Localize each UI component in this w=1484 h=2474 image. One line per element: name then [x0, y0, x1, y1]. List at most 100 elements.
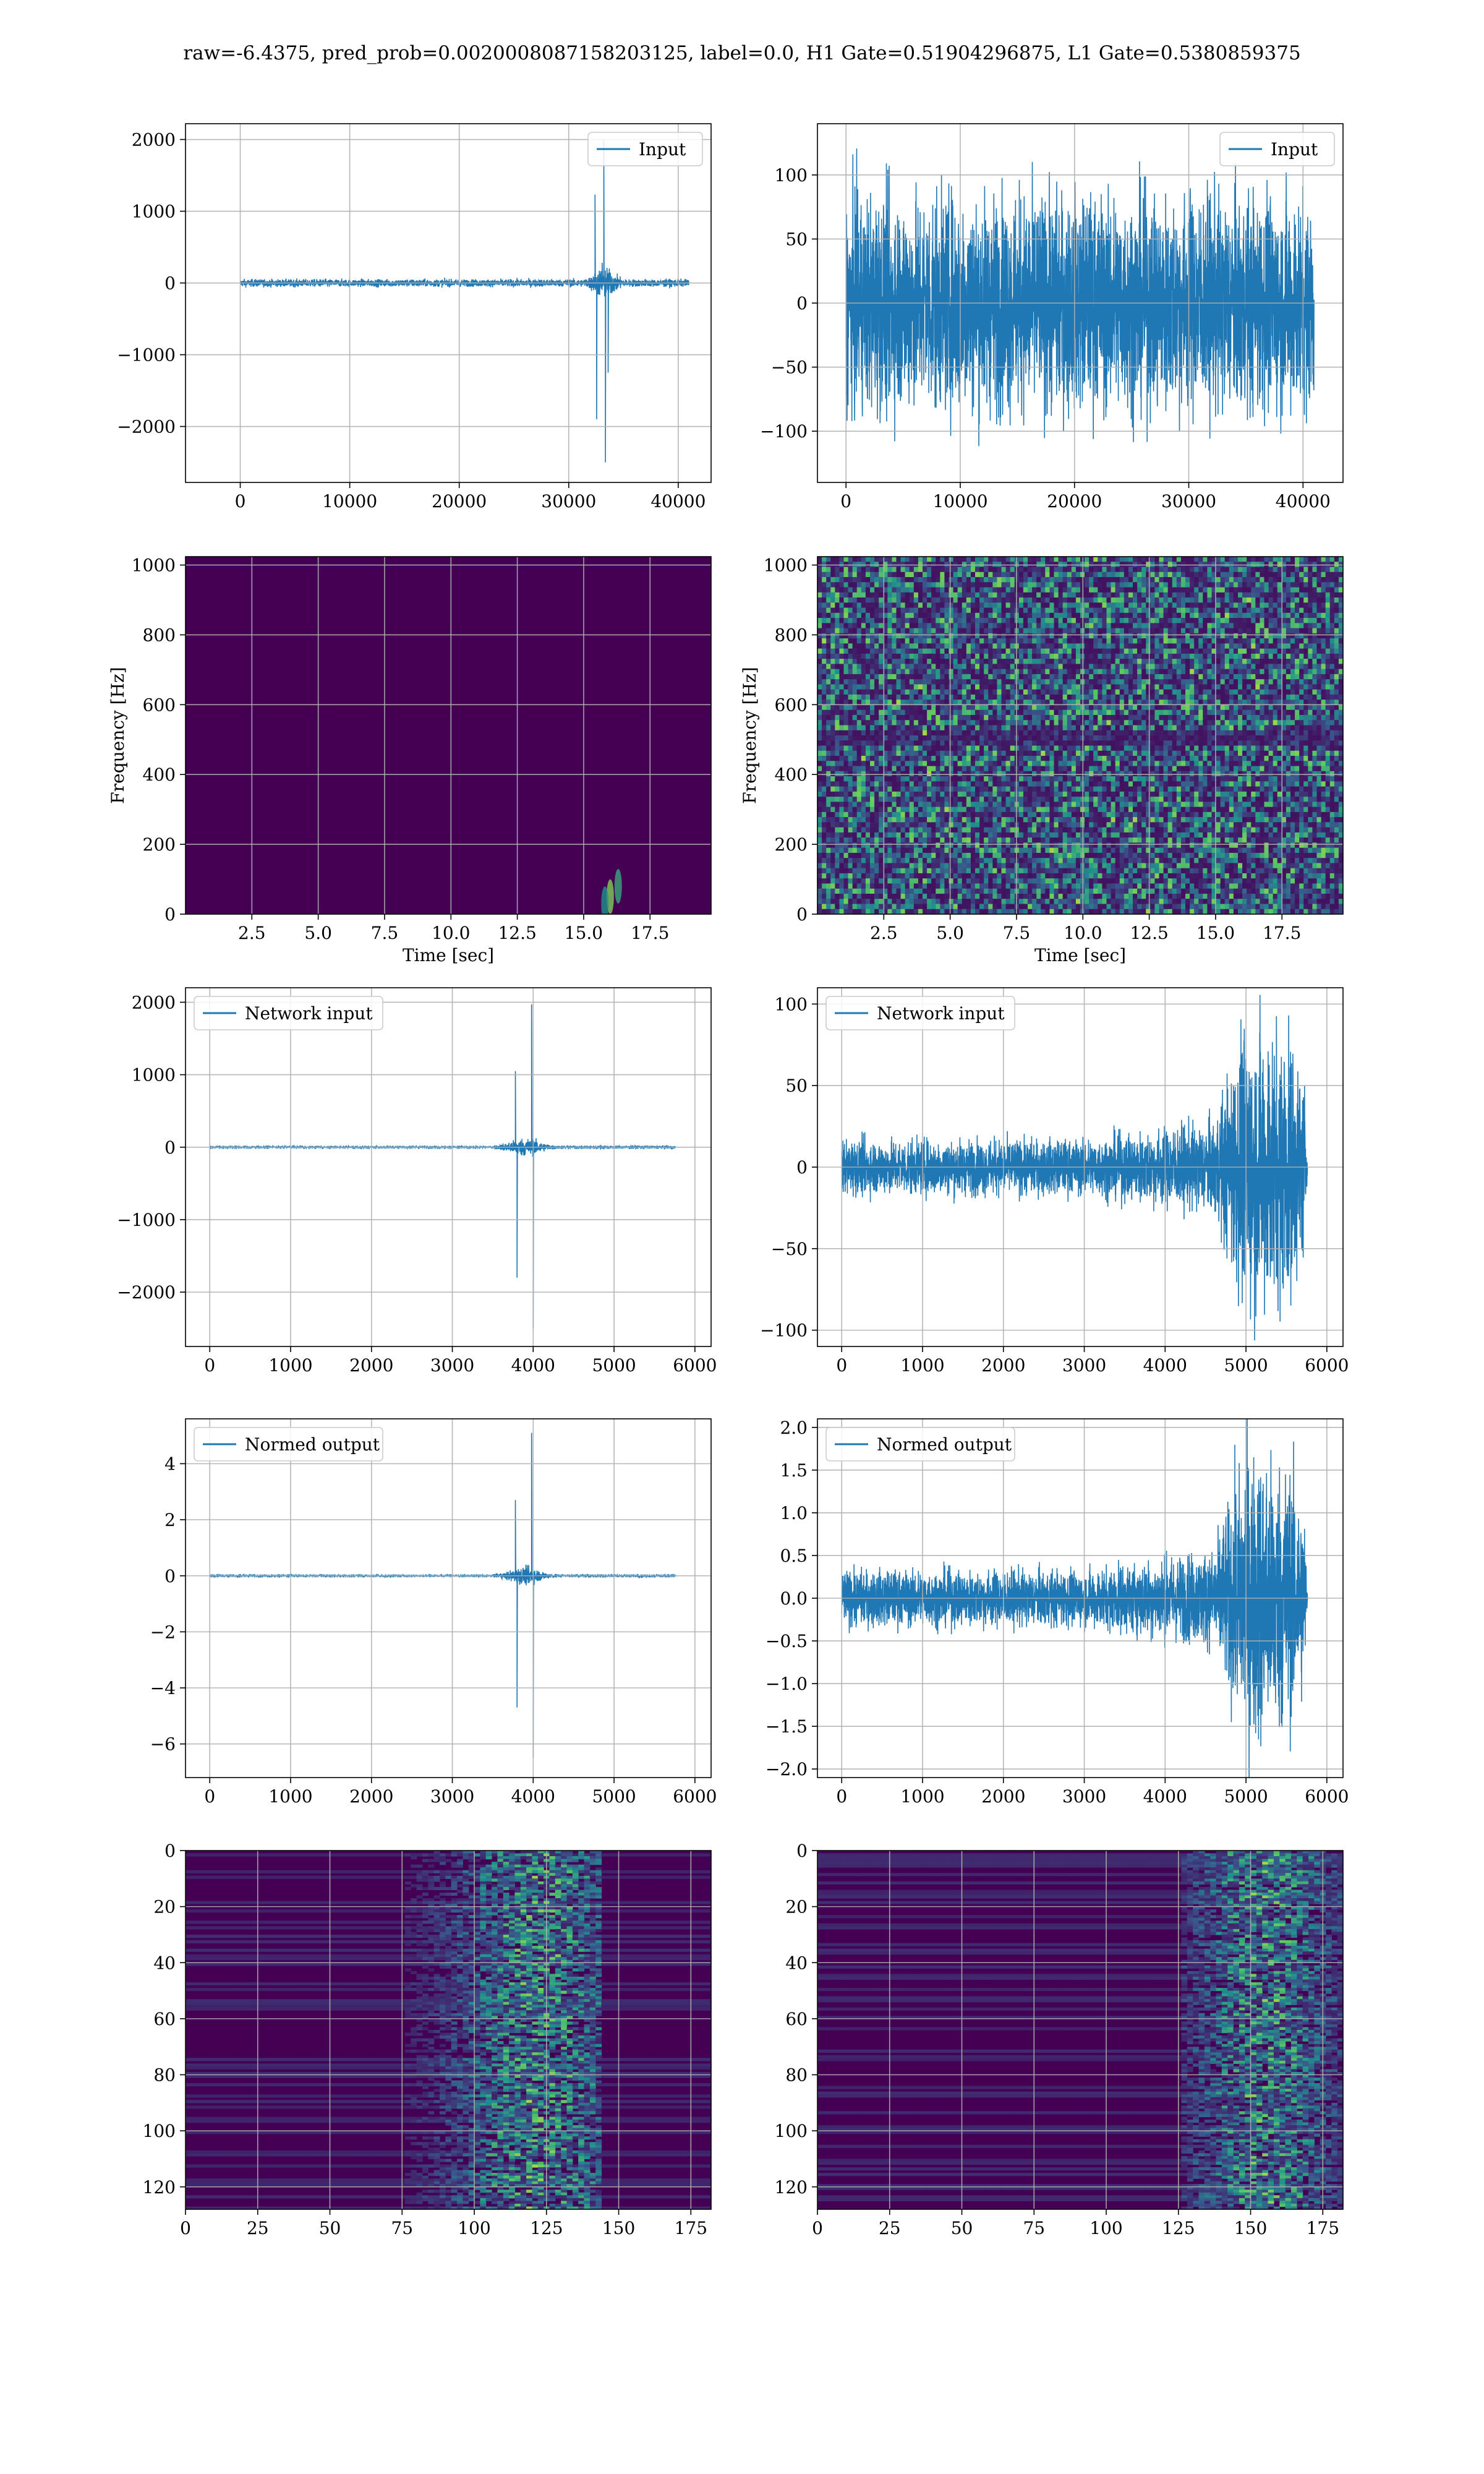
- x-tick-label: 30000: [1161, 491, 1216, 511]
- axes-frame: [817, 556, 1344, 915]
- x-tick-label: 4000: [1143, 1355, 1187, 1376]
- x-tick-label: 20000: [1047, 491, 1102, 511]
- chart-h1-spectrogram: 2.5 5.0 7.5 10.0 12.5 15.0 17.5 0 200 400 600 800 10…: [108, 555, 712, 965]
- series-line: [841, 1419, 1308, 1778]
- x-tick-label: 5000: [592, 1786, 636, 1807]
- axes-frame: [185, 1418, 712, 1778]
- grid-lines: [817, 124, 1343, 482]
- y-tick-label: 0: [164, 1137, 176, 1158]
- y-tick-label: 0: [796, 1841, 808, 1861]
- y-tick-label: 100: [775, 165, 808, 186]
- y-tick-label: 4: [164, 1454, 176, 1475]
- x-tick-label: 0: [812, 2218, 823, 2238]
- x-tick-label: 5.0: [304, 923, 332, 943]
- axes-frame: [185, 987, 712, 1347]
- chart-l1-normed-output: 0 1000 2000 3000 4000 5000 6000 −2.0 −1.5 −1.0 −0.…: [765, 1418, 1349, 1807]
- y-tick-label: 0: [164, 273, 176, 294]
- legend-box: [587, 132, 703, 166]
- x-tick-label: 15.0: [1196, 923, 1235, 943]
- y-tick-label: 2: [164, 1510, 176, 1530]
- y-tick-label: 100: [143, 2121, 176, 2141]
- axes-frame: [185, 1850, 712, 2210]
- series-line: [209, 1004, 676, 1329]
- y-tick-label: 0: [796, 1157, 808, 1178]
- y-tick-label: 100: [775, 994, 808, 1014]
- x-tick-label: 50: [951, 2218, 973, 2238]
- axes-frame: [185, 556, 712, 915]
- x-tick-label: 100: [1090, 2218, 1122, 2238]
- x-axis-label: Time [sec]: [1034, 945, 1126, 965]
- x-tick-label: 5000: [1224, 1786, 1268, 1807]
- x-tick-label: 5000: [592, 1355, 636, 1376]
- y-tick-label: 2000: [132, 992, 176, 1012]
- x-tick-label: 5000: [1224, 1355, 1268, 1376]
- y-tick-label: 0: [796, 904, 808, 925]
- y-tick-label: −2.0: [765, 1759, 808, 1779]
- x-tick-label: 0: [235, 491, 246, 511]
- x-tick-label: 150: [602, 2218, 635, 2238]
- grid-lines: [186, 124, 711, 482]
- legend-label: Network input: [245, 1003, 373, 1024]
- y-tick-label: −1.0: [765, 1674, 808, 1694]
- y-tick-label: −50: [771, 357, 808, 378]
- heatmap-cells: [817, 557, 1343, 914]
- heatmap-cells: [817, 1851, 1343, 2209]
- legend-box: [1219, 132, 1335, 166]
- x-tick-label: 40000: [1276, 491, 1331, 511]
- y-tick-label: −100: [760, 1320, 808, 1341]
- x-tick-label: 0: [180, 2218, 191, 2238]
- x-tick-label: 2.5: [238, 923, 266, 943]
- y-tick-label: 0.5: [780, 1546, 808, 1566]
- x-tick-label: 100: [458, 2218, 490, 2238]
- chart-h1-normed-output: 0 1000 2000 3000 4000 5000 6000 −6 −4 −2 0 2 4 Normed…: [150, 1418, 717, 1807]
- grid-lines: [186, 1851, 711, 2209]
- x-tick-label: 10000: [322, 491, 377, 511]
- x-tick-label: 1000: [900, 1786, 944, 1807]
- x-tick-label: 2000: [981, 1786, 1025, 1807]
- x-tick-label: 6000: [673, 1355, 717, 1376]
- y-tick-label: 50: [785, 229, 808, 249]
- y-tick-label: −1000: [117, 1210, 176, 1230]
- chart-h1-feature-map: 0 25 50 75 100 125 150 175 0 20 40 60 80 100 120: [143, 1841, 712, 2238]
- y-tick-label: 800: [143, 625, 176, 645]
- legend: Input: [587, 132, 703, 166]
- x-tick-label: 30000: [541, 491, 596, 511]
- x-tick-label: 175: [675, 2218, 707, 2238]
- axes-frame: [817, 1850, 1344, 2210]
- x-tick-label: 7.5: [371, 923, 399, 943]
- axes-frame: [185, 123, 712, 483]
- x-tick-label: 10000: [932, 491, 987, 511]
- y-tick-label: 120: [143, 2177, 176, 2198]
- x-tick-label: 17.5: [1263, 923, 1301, 943]
- x-tick-label: 12.5: [498, 923, 536, 943]
- y-tick-label: 2.0: [780, 1418, 808, 1438]
- y-tick-label: 1000: [132, 202, 176, 222]
- x-tick-label: 1000: [268, 1786, 312, 1807]
- y-tick-label: 120: [775, 2177, 808, 2198]
- y-tick-label: −2: [150, 1622, 176, 1642]
- x-tick-label: 75: [391, 2218, 413, 2238]
- y-tick-label: 1000: [132, 1065, 176, 1085]
- y-tick-label: 0: [796, 293, 808, 314]
- legend-box: [194, 1427, 383, 1462]
- y-tick-label: 80: [785, 2065, 808, 2086]
- grid-lines: [186, 557, 711, 914]
- legend-box: [194, 996, 383, 1030]
- y-tick-label: 1.5: [780, 1460, 808, 1481]
- y-tick-label: 40: [785, 1953, 808, 1973]
- y-tick-label: −1000: [117, 345, 176, 366]
- x-tick-label: 125: [1162, 2218, 1195, 2238]
- x-tick-label: 5.0: [936, 923, 964, 943]
- x-tick-label: 25: [247, 2218, 269, 2238]
- x-tick-label: 175: [1307, 2218, 1339, 2238]
- y-axis-label: Frequency [Hz]: [108, 667, 128, 803]
- x-tick-label: 40000: [650, 491, 706, 511]
- legend-label: Normed output: [245, 1434, 380, 1455]
- y-tick-label: 0: [164, 1841, 176, 1861]
- x-tick-label: 3000: [1062, 1786, 1106, 1807]
- x-axis-label: Time [sec]: [403, 945, 494, 965]
- grid-lines: [817, 1851, 1343, 2209]
- y-tick-label: 800: [775, 625, 808, 645]
- x-tick-label: 15.0: [565, 923, 603, 943]
